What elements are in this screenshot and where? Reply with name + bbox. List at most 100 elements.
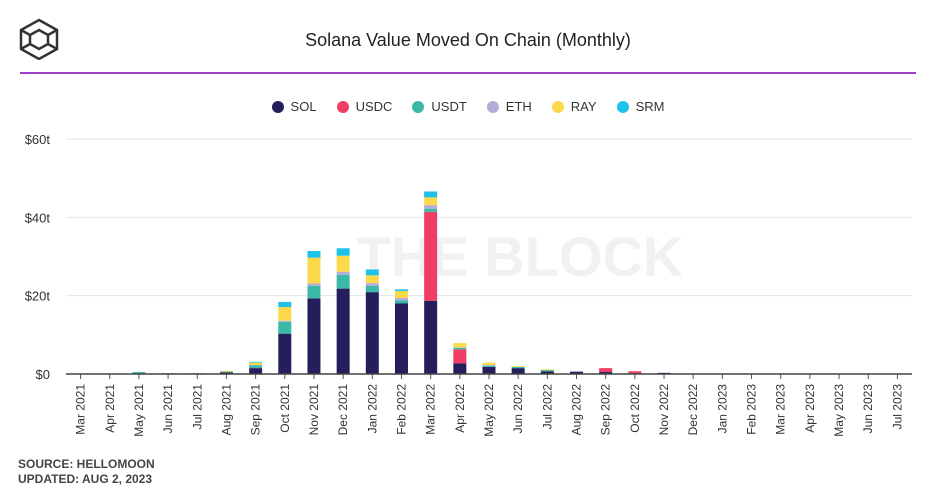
title-divider [20,72,916,74]
bar-sol [219,372,233,374]
bar-srm [278,301,292,308]
y-tick-label: $60t [25,132,51,147]
x-tick-label: Dec 2021 [336,384,350,436]
legend-label: ETH [505,99,532,114]
x-tick-label: Mar 2022 [424,384,438,435]
bar-ray [336,255,350,272]
x-tick-label: Jul 2021 [190,384,204,430]
x-tick-label: Oct 2021 [278,384,292,433]
bar-ray [511,366,525,367]
bar-srm [394,289,408,291]
legend-item-usdc[interactable]: USDC [336,99,393,114]
bar-sol [307,298,321,374]
bar-ray [249,362,263,365]
x-tick-label: Dec 2022 [686,384,700,436]
x-tick-label: Jan 2023 [715,384,729,434]
legend-label: USDT [431,99,467,114]
legend-item-eth[interactable]: ETH [486,99,532,114]
legend-item-sol[interactable]: SOL [271,99,317,114]
bar-ray [424,197,438,206]
x-tick-label: Sep 2022 [599,384,613,436]
x-tick-label: May 2021 [132,384,146,437]
bar-sol [482,366,496,374]
legend-label: SRM [635,99,665,114]
bar-eth [424,205,438,209]
x-tick-label: Nov 2021 [307,384,321,436]
bar-usdt [365,285,379,293]
bar-eth [336,271,350,275]
x-tick-label: Feb 2022 [394,384,408,435]
bar-sol [540,371,554,374]
bar-usdc [424,211,438,301]
source-text: SOURCE: HELLOMOON [18,457,155,471]
x-tick-label: Jul 2022 [540,384,554,430]
x-tick-label: Jun 2023 [861,384,875,434]
x-tick-label: Oct 2022 [628,384,642,433]
x-tick-label: Aug 2021 [219,384,233,436]
y-tick-label: $20t [25,289,51,304]
bar-usdt [278,321,292,334]
bar-srm [365,269,379,276]
bar-srm [249,361,263,363]
bar-ray [307,257,321,284]
x-tick-label: Jan 2022 [365,384,379,434]
bar-usdt [132,372,146,374]
x-tick-label: May 2023 [832,384,846,437]
bar-eth [394,298,408,301]
bar-ray [394,290,408,299]
bar-usdt [511,366,525,369]
y-tick-label: $40t [25,210,51,225]
bar-srm [336,248,350,256]
x-tick-label: Feb 2023 [745,384,759,435]
x-tick-label: Apr 2021 [103,384,117,433]
footer: SOURCE: HELLOMOON UPDATED: AUG 2, 2023 [18,457,155,487]
legend-item-usdt[interactable]: USDT [412,99,467,114]
y-tick-label: $0 [36,367,50,382]
x-tick-label: Mar 2021 [74,384,88,435]
bar-sol [453,363,467,374]
x-tick-label: Aug 2022 [570,384,584,436]
x-tick-label: May 2022 [482,384,496,437]
bar-usdt [453,347,467,350]
legend-item-ray[interactable]: RAY [551,99,597,114]
bar-usdt [394,300,408,304]
legend-dot [271,100,284,113]
bar-ray [278,307,292,321]
bar-usdc [599,368,613,373]
bar-usdc [453,349,467,364]
x-tick-label: Apr 2023 [803,384,817,433]
bar-srm [307,251,321,258]
legend-dot [336,100,349,113]
bar-srm [424,191,438,198]
bar-sol [365,292,379,374]
bar-sol [424,300,438,374]
bar-usdc [628,371,642,374]
legend-dot [551,100,564,113]
bar-usdt [336,274,350,289]
bar-sol [278,333,292,374]
legend-label: USDC [355,99,393,114]
watermark: THE BLOCK [357,225,684,288]
x-tick-label: Apr 2022 [453,384,467,433]
bar-eth [482,364,496,366]
bar-sol [511,368,525,374]
bar-usdt [219,371,233,373]
legend-dot [486,100,499,113]
bar-ray [540,369,554,371]
legend-item-srm[interactable]: SRM [616,99,665,114]
updated-text: UPDATED: AUG 2, 2023 [18,472,153,486]
bar-ray [482,362,496,365]
bar-usdt [540,370,554,372]
bar-usdt [424,208,438,212]
bar-ray [453,343,467,348]
bar-usdt [249,365,263,369]
bar-eth [307,283,321,286]
legend: SOL USDC USDT ETH RAY SRM [0,99,936,114]
x-tick-label: Jun 2021 [161,384,175,434]
bar-sol [599,372,613,374]
x-tick-label: Jun 2022 [511,384,525,434]
bar-ray [219,370,233,372]
bar-sol [249,368,263,374]
